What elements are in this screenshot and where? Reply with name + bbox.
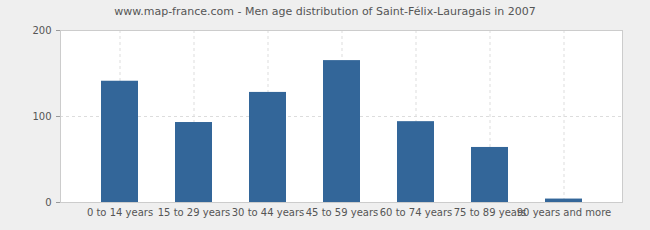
svg-text:90 years and more: 90 years and more — [517, 207, 612, 218]
svg-text:75 to 89 years: 75 to 89 years — [454, 207, 527, 218]
svg-text:100: 100 — [32, 111, 51, 122]
svg-text:60 to 74 years: 60 to 74 years — [380, 207, 453, 218]
svg-text:0: 0 — [45, 197, 51, 208]
svg-text:45 to 59 years: 45 to 59 years — [306, 207, 379, 218]
svg-text:15 to 29 years: 15 to 29 years — [158, 207, 231, 218]
svg-text:30 to 44 years: 30 to 44 years — [232, 207, 305, 218]
html-text:www.map-france.com - Men age d: www.map-france.com - Men age distributio… — [114, 5, 536, 18]
svg-text:0 to 14 years: 0 to 14 years — [87, 207, 153, 218]
svg-text:200: 200 — [32, 25, 51, 36]
